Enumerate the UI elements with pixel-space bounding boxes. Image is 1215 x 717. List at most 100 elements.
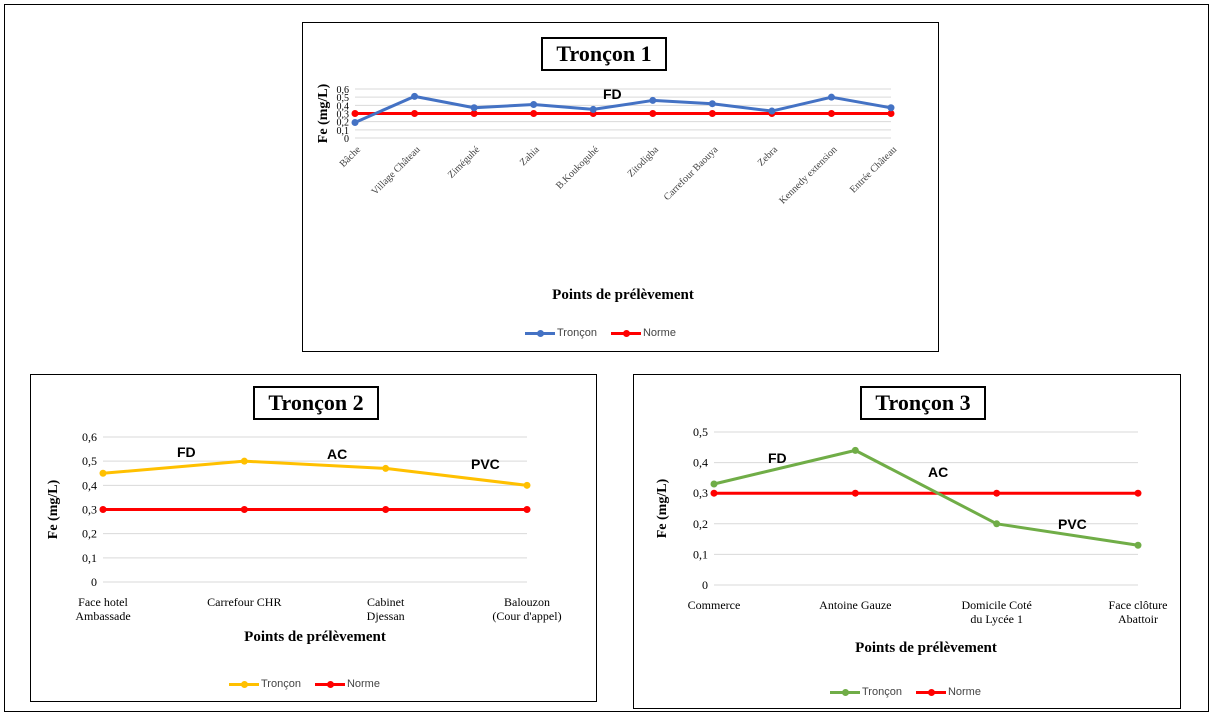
- legend-label-norme: Norme: [642, 327, 676, 339]
- legend-item-troncon: Tronçon: [830, 686, 902, 698]
- x-tick-label-zebra: Zebra: [756, 144, 781, 169]
- legend-swatch-norme: [915, 688, 946, 696]
- y-tick-label: 0: [702, 578, 708, 592]
- data-point-norme-commerce: [710, 489, 718, 497]
- chart-title: Tronçon 3: [860, 386, 986, 420]
- y-tick-label: 0,2: [337, 118, 350, 129]
- chart-panel-troncon-2: 0 0,1 0,2 0,3 0,4 0,5 0,6 Fe (mg/L) Face hotel Am…: [30, 374, 597, 702]
- data-point-troncon-domicile-cote-du-lycee-1: [993, 520, 1001, 528]
- annotation-pvc: PVC: [471, 456, 500, 472]
- data-point-norme-carrefour-chr: [240, 506, 248, 513]
- data-point-troncon-zimeguhe: [470, 104, 478, 112]
- y-tick-label: 0,3: [693, 486, 708, 500]
- chart-panel-troncon-3: 0 0,1 0,2 0,3 0,4 0,5 Fe (mg/L) Commerce Antoine…: [633, 374, 1181, 709]
- legend-label-norme: Norme: [947, 686, 981, 698]
- annotation-fd: FD: [177, 444, 196, 460]
- annotation-fd: FD: [603, 86, 622, 102]
- data-point-norme-kennedy-extension: [827, 110, 835, 117]
- data-point-troncon-carrefour-baouya: [708, 100, 716, 108]
- series-line-troncon: [713, 448, 1139, 547]
- y-tick-label: 0,5: [337, 93, 350, 104]
- legend-item-troncon: Tronçon: [525, 327, 597, 339]
- y-tick-label: 0,6: [337, 85, 350, 96]
- data-point-norme-zimeguhe: [470, 110, 478, 117]
- data-point-troncon-cabinet-djessan: [382, 464, 390, 472]
- legend-label-troncon: Tronçon: [862, 686, 902, 698]
- legend-label-troncon: Tronçon: [261, 678, 301, 690]
- x-axis-title: Points de prélèvement: [244, 629, 386, 645]
- series-line-troncon: [102, 459, 528, 487]
- data-point-troncon-bache: [351, 118, 359, 126]
- data-point-troncon-balouzon-cour-d-appel: [523, 481, 531, 489]
- data-point-norme-antoine-gauze: [851, 489, 859, 497]
- annotation-ac: AC: [928, 464, 948, 480]
- data-point-troncon-b-koukoguhe: [589, 105, 597, 113]
- data-point-troncon-zebra: [768, 107, 776, 115]
- legend-item-norme: Norme: [314, 678, 380, 690]
- outer-frame: [4, 4, 1209, 712]
- data-point-troncon-zitodigba: [649, 96, 657, 104]
- x-tick-label-antoine-gauze: Antoine Gauze: [819, 598, 891, 612]
- chart-troncon-3: 0 0,1 0,2 0,3 0,4 0,5 Fe (mg/L) Commerce Antoine…: [655, 425, 1168, 656]
- legend-swatch-troncon: [830, 688, 860, 696]
- x-tick-label-zitodigba: Zitodigba: [626, 144, 662, 180]
- y-tick-label: 0,2: [82, 527, 97, 541]
- data-point-norme-cabinet-djessan: [382, 506, 390, 513]
- x-tick-label-balouzon-cour-d-appel: Balouzon (Cour d'appel): [492, 595, 561, 623]
- x-tick-label-carrefour-chr: Carrefour CHR: [207, 595, 281, 609]
- y-tick-label: 0,4: [337, 101, 350, 112]
- y-tick-label: 0: [344, 134, 349, 145]
- x-tick-label-bache: Bâche: [338, 144, 364, 170]
- x-tick-label-kennedy-extension: Kennedy extension: [777, 144, 839, 206]
- x-tick-label-face-cloture-abattoir: Face clôture Abattoir: [1109, 598, 1168, 626]
- chart-title: Tronçon 2: [253, 386, 379, 420]
- data-point-troncon-face-cloture-abattoir: [1134, 541, 1142, 549]
- x-tick-label-zimeguhe: Ziméguhé: [446, 144, 483, 181]
- y-tick-label: 0,4: [693, 456, 708, 470]
- data-point-troncon-carrefour-chr: [240, 457, 248, 465]
- y-axis-title: Fe (mg/L): [46, 479, 61, 539]
- x-tick-label-b-koukoguhe: B.Koukoguhé: [554, 144, 602, 192]
- data-point-norme-bache: [351, 110, 359, 117]
- x-tick-label-carrefour-baouya: Carrefour Baouya: [662, 144, 721, 203]
- y-tick-label: 0,1: [82, 551, 97, 565]
- x-tick-label-village-chateau: Village Château: [370, 144, 423, 197]
- legend-label-troncon: Tronçon: [557, 327, 597, 339]
- x-tick-label-cabinet-djessan: Cabinet Djessan: [367, 595, 405, 623]
- y-tick-label: 0,1: [337, 126, 350, 137]
- data-point-norme-balouzon-cour-d-appel: [523, 506, 531, 513]
- chart-legend: Tronçon Norme: [830, 686, 981, 698]
- data-point-troncon-kennedy-extension: [827, 93, 835, 101]
- chart-legend: Tronçon Norme: [229, 678, 380, 690]
- y-axis-title: Fe (mg/L): [316, 83, 331, 143]
- legend-swatch-norme: [610, 329, 641, 337]
- x-tick-label-zahia: Zahia: [518, 144, 542, 168]
- legend-item-norme: Norme: [610, 327, 676, 339]
- x-tick-label-face-hotel-ambassade: Face hotel Ambassade: [75, 595, 130, 623]
- data-point-norme-domicile-cote-du-lycee-1: [993, 489, 1001, 497]
- y-tick-label: 0,4: [82, 478, 97, 492]
- legend-swatch-troncon: [525, 329, 555, 337]
- y-tick-label: 0,5: [693, 425, 708, 439]
- y-tick-label: 0,5: [82, 454, 97, 468]
- data-point-troncon-village-chateau: [411, 92, 419, 100]
- data-point-norme-face-hotel-ambassade: [99, 506, 107, 513]
- data-point-norme-entree-chateau: [887, 110, 895, 117]
- y-tick-label: 0: [91, 575, 97, 589]
- data-point-troncon-face-hotel-ambassade: [99, 469, 107, 477]
- annotation-fd: FD: [768, 450, 787, 466]
- data-point-troncon-commerce: [710, 480, 718, 488]
- chart-troncon-2: 0 0,1 0,2 0,3 0,4 0,5 0,6 Fe (mg/L) Face hotel Am…: [46, 430, 562, 645]
- x-tick-label-entree-chateau: Entrée Château: [848, 144, 899, 195]
- y-tick-label: 0,3: [82, 503, 97, 517]
- x-tick-label-commerce: Commerce: [688, 598, 741, 612]
- data-point-norme-zahia: [530, 110, 538, 117]
- chart-troncon-1: 00,10,20,30,40,50,6 Fe (mg/L) Bâche Village…: [316, 83, 899, 303]
- chart-title: Tronçon 1: [541, 37, 667, 71]
- y-tick-label: 0,2: [693, 517, 708, 531]
- legend-item-norme: Norme: [915, 686, 981, 698]
- legend-swatch-troncon: [229, 680, 259, 688]
- x-axis-title: Points de prélèvement: [552, 287, 694, 303]
- data-point-norme-carrefour-baouya: [708, 110, 716, 117]
- y-axis-title: Fe (mg/L): [655, 478, 670, 538]
